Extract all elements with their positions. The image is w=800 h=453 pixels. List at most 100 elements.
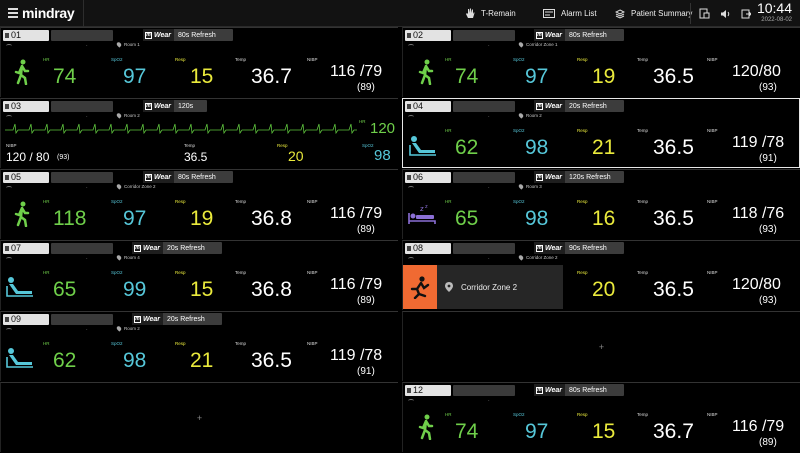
location-pin-icon <box>115 41 123 48</box>
patient-name-box <box>51 30 113 41</box>
exit-icon <box>741 9 751 18</box>
bed-number: 02 <box>413 30 424 40</box>
print-button[interactable] <box>699 0 716 27</box>
wifi-icon <box>6 328 12 332</box>
refresh-label: 90s Refresh <box>569 244 607 252</box>
temp-label: Temp <box>637 270 649 275</box>
speaker-icon <box>721 9 730 18</box>
hr-value: 118 <box>53 207 87 230</box>
bed-tile-09[interactable]: 09 m Wear 20s Refresh · Room 2 HR 62 SpO2 … <box>0 311 398 381</box>
resp-value: 15 <box>190 65 214 88</box>
hr-label: HR <box>43 270 50 275</box>
wifi-icon <box>6 257 12 261</box>
bed-tile-01[interactable]: 01 m Wear 80s Refresh · Room 1 HR 74 SpO2 … <box>0 27 398 97</box>
bed-number-tag: 05 <box>3 172 49 183</box>
temp-label: Temp <box>637 128 649 133</box>
wear-refresh-box: m Wear 20s Refresh <box>132 313 222 325</box>
hr-label: HR <box>445 199 452 204</box>
add-bed-button[interactable]: + <box>598 341 605 352</box>
wear-logo: m Wear <box>143 100 174 112</box>
nibp-value: 119 /78 <box>732 134 785 151</box>
hr-value: 62 <box>455 136 479 159</box>
location-pin-icon <box>517 41 525 48</box>
alarm-list-button[interactable]: Alarm List <box>543 0 597 27</box>
fall-alarm-banner[interactable]: Corridor Zone 2 <box>403 265 563 309</box>
bed-tile-03[interactable]: 03 m Wear 120s · Room 2 HR 120 SpO2 98 NIB… <box>0 98 398 168</box>
patient-name-box <box>51 314 113 325</box>
volume-button[interactable] <box>720 0 737 27</box>
location-pin-icon <box>517 183 525 190</box>
bed-tile-07[interactable]: 07 m Wear 20s Refresh · Room 4 HR 65 SpO2 … <box>0 240 398 310</box>
add-bed-button[interactable]: + <box>196 412 203 423</box>
brand-logo: mindray <box>22 5 75 21</box>
wear-refresh-box: m Wear 80s Refresh <box>534 384 624 396</box>
patient-name-box <box>453 243 515 254</box>
refresh-label: 80s Refresh <box>569 386 607 394</box>
nibp-value: 120 / 80 <box>6 150 50 164</box>
nibp-mean-value: (89) <box>357 295 375 306</box>
spo2-label: SpO2 <box>111 270 123 275</box>
refresh-label: 120s <box>178 102 194 110</box>
nibp-mean-value: (93) <box>57 154 70 161</box>
nibp-label: NIBP <box>707 270 718 275</box>
empty-bed-slot[interactable]: + <box>0 382 398 452</box>
separator-dot: · <box>488 185 490 191</box>
resp-label: Resp <box>175 199 186 204</box>
nibp-mean-value: (89) <box>357 224 375 235</box>
exit-button[interactable] <box>741 0 757 27</box>
spo2-label: SpO2 <box>513 199 525 204</box>
menu-icon[interactable] <box>8 8 18 18</box>
location: Room 2 <box>517 112 542 119</box>
clock-time: 10:44 <box>756 0 792 16</box>
patient-name-box <box>453 101 515 112</box>
wifi-icon <box>408 399 414 403</box>
location-pin-icon <box>115 325 123 332</box>
divider <box>83 0 84 27</box>
bed-number-tag: 07 <box>3 243 49 254</box>
walking-icon <box>418 59 434 85</box>
spo2-value: 97 <box>525 420 549 443</box>
walking-icon <box>14 201 30 227</box>
nibp-label: NIBP <box>707 412 718 417</box>
location-pin-icon <box>115 112 123 119</box>
spo2-label: SpO2 <box>513 57 525 62</box>
bed-tile-12[interactable]: 12 m Wear 80s Refresh · HR 74 SpO2 97 Resp… <box>402 382 800 452</box>
layers-icon <box>615 8 625 19</box>
bed-tile-05[interactable]: 05 m Wear 80s Refresh · Corridor Zone 2 HR… <box>0 169 398 239</box>
hr-label: HR <box>445 57 452 62</box>
alarm-list-label: Alarm List <box>561 9 597 18</box>
spo2-label: SpO2 <box>111 341 123 346</box>
temp-value: 36.5 <box>653 65 694 88</box>
separator-dot: · <box>488 43 490 49</box>
hr-label: HR <box>445 412 452 417</box>
hr-label: HR <box>445 128 452 133</box>
svg-text:z: z <box>425 204 428 210</box>
wear-logo: m Wear <box>143 29 174 41</box>
t-remain-button[interactable]: T-Remain <box>465 0 516 27</box>
resp-label: Resp <box>577 270 588 275</box>
resp-value: 15 <box>592 420 616 443</box>
refresh-label: 80s Refresh <box>178 31 216 39</box>
nibp-value: 119 /78 <box>330 347 383 364</box>
spo2-value: 98 <box>525 136 549 159</box>
wear-logo: m Wear <box>534 100 565 112</box>
nibp-value: 116 /79 <box>330 276 383 293</box>
patient-summary-button[interactable]: Patient Summary <box>615 0 692 27</box>
empty-bed-slot[interactable]: + <box>402 311 800 381</box>
spo2-label: SpO2 <box>362 143 374 148</box>
separator-dot: · <box>86 327 88 333</box>
temp-label: Temp <box>235 199 247 204</box>
location: Room 2 <box>115 325 140 332</box>
wear-logo: m Wear <box>132 313 163 325</box>
wear-refresh-box: m Wear 80s Refresh <box>143 171 233 183</box>
bed-tile-04[interactable]: 04 m Wear 20s Refresh · Room 2 HR 62 SpO2 … <box>402 98 800 168</box>
nibp-value: 116 /79 <box>732 418 785 435</box>
temp-value: 36.7 <box>653 420 694 443</box>
bed-tile-02[interactable]: 02 m Wear 80s Refresh · Corridor Zone 1 HR… <box>402 27 800 97</box>
bed-tile-08[interactable]: 08 m Wear 90s Refresh · Corridor Zone 2 Co… <box>402 240 800 310</box>
reclining-icon <box>6 348 33 368</box>
resp-value: 19 <box>190 207 214 230</box>
location-pin-icon <box>115 254 123 261</box>
